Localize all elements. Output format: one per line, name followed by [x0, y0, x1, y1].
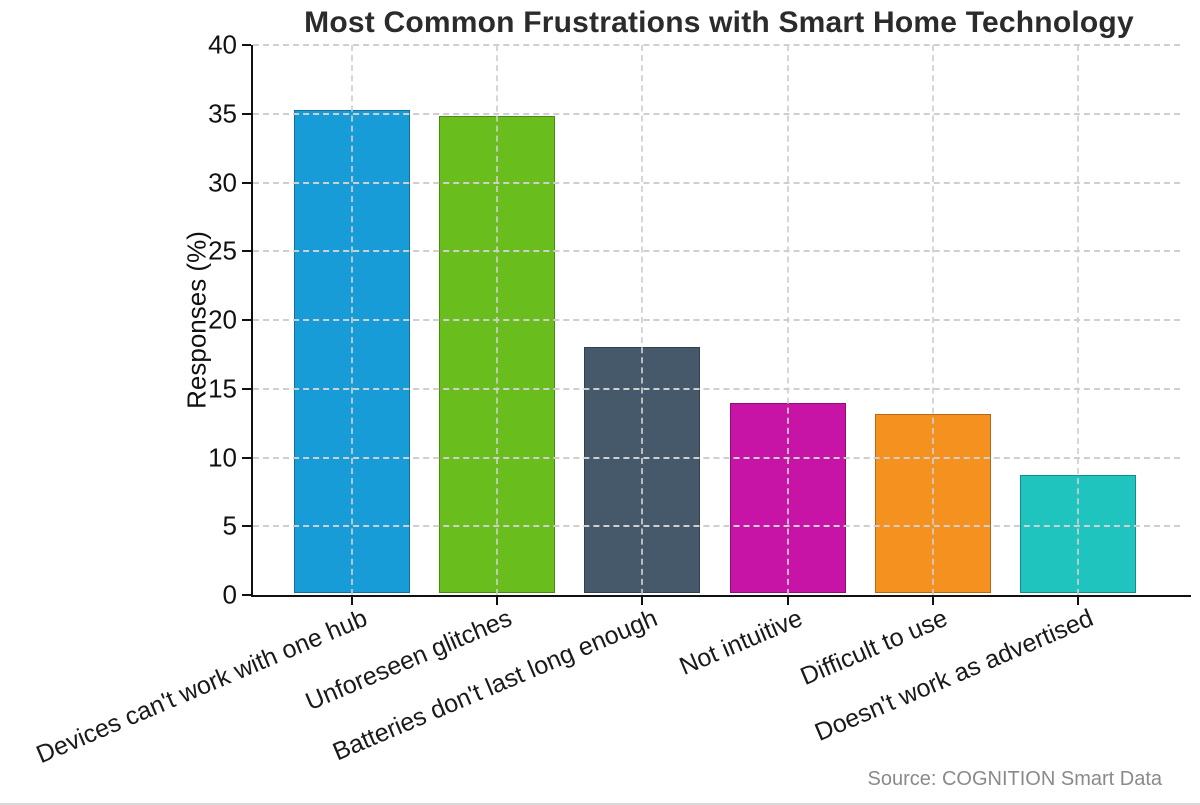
gridline-horizontal-5 [253, 525, 1180, 528]
y-tick-label-10: 10 [208, 442, 237, 472]
gridline-vertical-6 [1077, 45, 1079, 595]
gridline-horizontal-35 [253, 112, 1180, 115]
y-tick-mark-0 [242, 594, 251, 596]
x-tick-mark-2 [496, 597, 499, 605]
gridline-vertical-3 [641, 45, 644, 595]
y-tick-mark-35 [242, 112, 251, 115]
gridline-horizontal-10 [253, 456, 1180, 459]
gridline-horizontal-40 [253, 44, 1180, 46]
y-tick-label-35: 35 [208, 98, 237, 129]
y-axis-spine [251, 45, 253, 597]
x-tick-label-not-intuitive: Not intuitive [675, 604, 807, 681]
y-tick-label-25: 25 [208, 235, 237, 266]
y-tick-mark-40 [242, 44, 251, 46]
x-tick-mark-1 [351, 597, 353, 605]
x-tick-mark-3 [641, 597, 644, 605]
gridline-vertical-2 [496, 45, 499, 595]
y-tick-mark-30 [242, 181, 251, 184]
y-tick-mark-10 [242, 456, 251, 459]
y-tick-label-15: 15 [208, 373, 237, 404]
y-tick-label-0: 0 [222, 579, 237, 610]
source-credit: Source: COGNITION Smart Data [867, 768, 1162, 790]
x-tick-label-doesn-t-work-as-advertised: Doesn't work as advertised [810, 604, 1097, 747]
x-tick-mark-5 [931, 597, 934, 605]
gridline-horizontal-15 [253, 387, 1180, 390]
y-tick-mark-5 [242, 525, 251, 528]
x-axis-spine [251, 595, 1191, 597]
gridline-horizontal-30 [253, 181, 1180, 184]
x-tick-mark-6 [1077, 597, 1079, 605]
chart-title: Most Common Frustrations with Smart Home… [304, 6, 1134, 39]
y-tick-label-20: 20 [208, 304, 237, 335]
y-tick-mark-25 [242, 250, 251, 253]
y-tick-label-5: 5 [222, 510, 237, 541]
x-tick-mark-4 [786, 597, 789, 605]
y-tick-mark-20 [242, 319, 251, 321]
gridline-horizontal-20 [253, 319, 1180, 321]
y-tick-label-30: 30 [208, 167, 237, 197]
plot-area: 0 5 10 15 20 25 30 35 40 Devices can't work with … [32, 30, 1191, 769]
gridline-vertical-1 [351, 45, 353, 595]
gridline-vertical-4 [786, 45, 789, 595]
gridline-vertical-5 [931, 45, 934, 595]
gridline-horizontal-25 [253, 250, 1180, 253]
y-tick-mark-15 [242, 387, 251, 390]
y-tick-label-40: 40 [208, 29, 237, 60]
